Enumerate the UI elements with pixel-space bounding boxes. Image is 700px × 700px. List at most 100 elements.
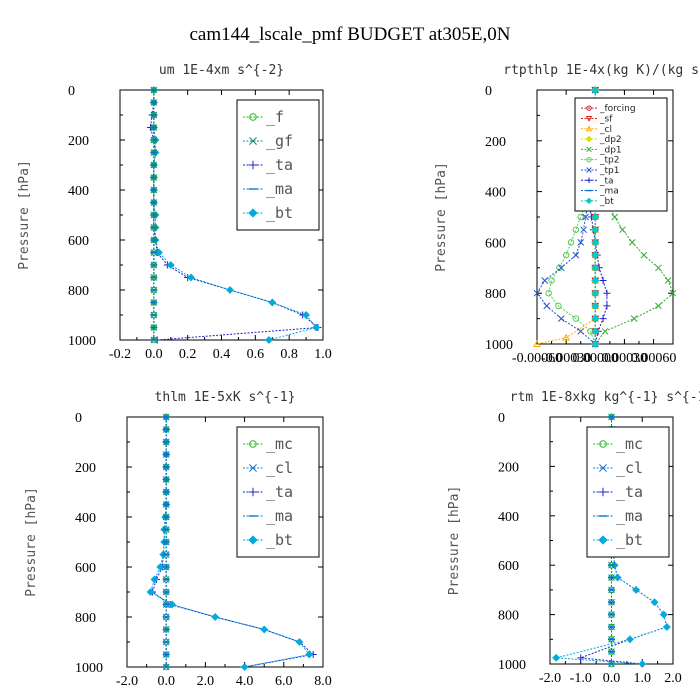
data-point: [572, 315, 580, 322]
data-point: [552, 653, 561, 662]
data-point: [264, 336, 273, 344]
x-tick-label: -1.0: [570, 671, 592, 686]
legend-marker: [586, 105, 592, 111]
chart-panel-4: rtm 1E-8xkg kg^{-1} s^{-1} Pressure [hPa]…: [447, 390, 700, 686]
series-group: [146, 86, 322, 344]
data-point: [626, 635, 634, 644]
legend-marker: [598, 487, 608, 497]
data-point: [533, 289, 541, 297]
panel-title: thlm 1E-5xK s^{-1}: [155, 390, 296, 405]
legend-entry: _tp2: [599, 156, 619, 166]
legend-entry: _ma: [616, 507, 643, 525]
legend-marker: [586, 156, 592, 163]
legend-marker: [599, 464, 607, 472]
data-point: [611, 213, 619, 221]
data-point: [580, 226, 587, 234]
legend-marker: [249, 137, 257, 145]
legend-marker: [248, 208, 258, 218]
data-point: [591, 314, 600, 323]
y-tick-label: 200: [75, 461, 96, 476]
legend-entry: _ta: [616, 483, 643, 501]
x-tick-label: -0.00030: [541, 351, 591, 366]
legend-entry: _ta: [266, 483, 293, 501]
data-point: [591, 225, 600, 234]
data-point: [591, 340, 600, 348]
data-point: [659, 610, 668, 619]
data-point: [562, 251, 570, 259]
legend-entry: _dp2: [599, 135, 622, 145]
legend-entry: _ma: [599, 187, 619, 197]
x-tick-label: 6.0: [275, 674, 293, 689]
x-tick-label: 8.0: [314, 674, 332, 689]
data-point: [543, 302, 551, 310]
legend-entry: _ma: [266, 180, 293, 198]
legend-marker: [585, 125, 593, 132]
x-tick-label: 0.4: [213, 347, 231, 362]
x-tick-label: 1.0: [314, 347, 332, 362]
y-tick-label: 800: [485, 287, 506, 302]
y-tick-label: 200: [498, 460, 519, 475]
data-point: [619, 226, 626, 234]
series-line-bt: [149, 417, 311, 668]
legend-marker: [249, 113, 257, 121]
x-tick-label: 0.0: [145, 347, 163, 362]
panels: um 1E-4xm s^{-2} Pressure [hPa] -0.2 0.0 0.2…: [17, 63, 700, 689]
data-point: [591, 251, 600, 260]
x-tick-label: 0.00030: [602, 351, 648, 366]
legend-entry: _mc: [616, 435, 643, 453]
data-point: [226, 286, 234, 294]
data-point: [599, 277, 607, 284]
data-point: [638, 660, 647, 668]
legend-entry: _sf: [599, 114, 613, 124]
x-tick-label: 0.00000: [573, 351, 619, 366]
legend-marker: [248, 487, 258, 497]
data-point: [533, 339, 541, 347]
legend-entry: _cl: [616, 459, 643, 477]
chart-panel-2: rtpthlp 1E-4x(kg K)/(kg s) Pressure [hPa]…: [434, 63, 700, 366]
panel-title: rtm 1E-8xkg kg^{-1} s^{-1}: [510, 390, 700, 405]
data-point: [260, 625, 269, 634]
legend-entry: _dp1: [599, 145, 622, 155]
legend: _mc _cl _ta _ma _bt: [586, 426, 670, 558]
data-point: [640, 251, 648, 259]
legend-entry: _gf: [266, 132, 293, 150]
legend-marker: [248, 535, 258, 545]
data-point: [655, 264, 662, 272]
y-tick-label: 800: [68, 284, 89, 299]
legend-entry: _bt: [266, 204, 293, 222]
y-axis-label: Pressure [hPa]: [24, 487, 39, 597]
data-point: [603, 302, 611, 310]
data-point: [577, 213, 584, 221]
data-point: [591, 238, 600, 247]
data-point: [630, 315, 638, 322]
x-tick-label: 0.0: [157, 674, 175, 689]
legend-entry: _bt: [616, 531, 643, 549]
data-point: [146, 588, 155, 596]
x-tick-label: -0.00060: [512, 351, 562, 366]
data-point: [557, 315, 565, 322]
data-point: [166, 261, 175, 269]
data-point: [591, 263, 600, 272]
y-tick-label: 0: [68, 84, 75, 99]
data-point: [572, 251, 580, 259]
y-tick-label: 600: [498, 559, 519, 574]
data-point: [591, 327, 600, 336]
legend: _forcing_sf_cl_dp2_dp1_tp2_tp1_ta_ma_bt: [574, 97, 668, 212]
data-point: [591, 289, 600, 298]
y-tick-label: 600: [75, 561, 96, 576]
legend-entry: _cl: [599, 125, 612, 135]
series-group: [146, 413, 317, 671]
data-point: [591, 86, 600, 94]
data-point: [548, 277, 555, 284]
x-tick-label: 1.0: [634, 671, 652, 686]
y-tick-label: 600: [68, 234, 89, 249]
data-point: [211, 613, 220, 621]
data-point: [603, 289, 611, 297]
data-point: [591, 276, 600, 285]
legend-marker: [598, 535, 608, 545]
data-point: [577, 327, 585, 335]
legend-entry: _bt: [266, 531, 293, 549]
data-point: [572, 226, 580, 233]
data-point: [613, 573, 622, 582]
y-tick-label: 800: [498, 609, 519, 624]
